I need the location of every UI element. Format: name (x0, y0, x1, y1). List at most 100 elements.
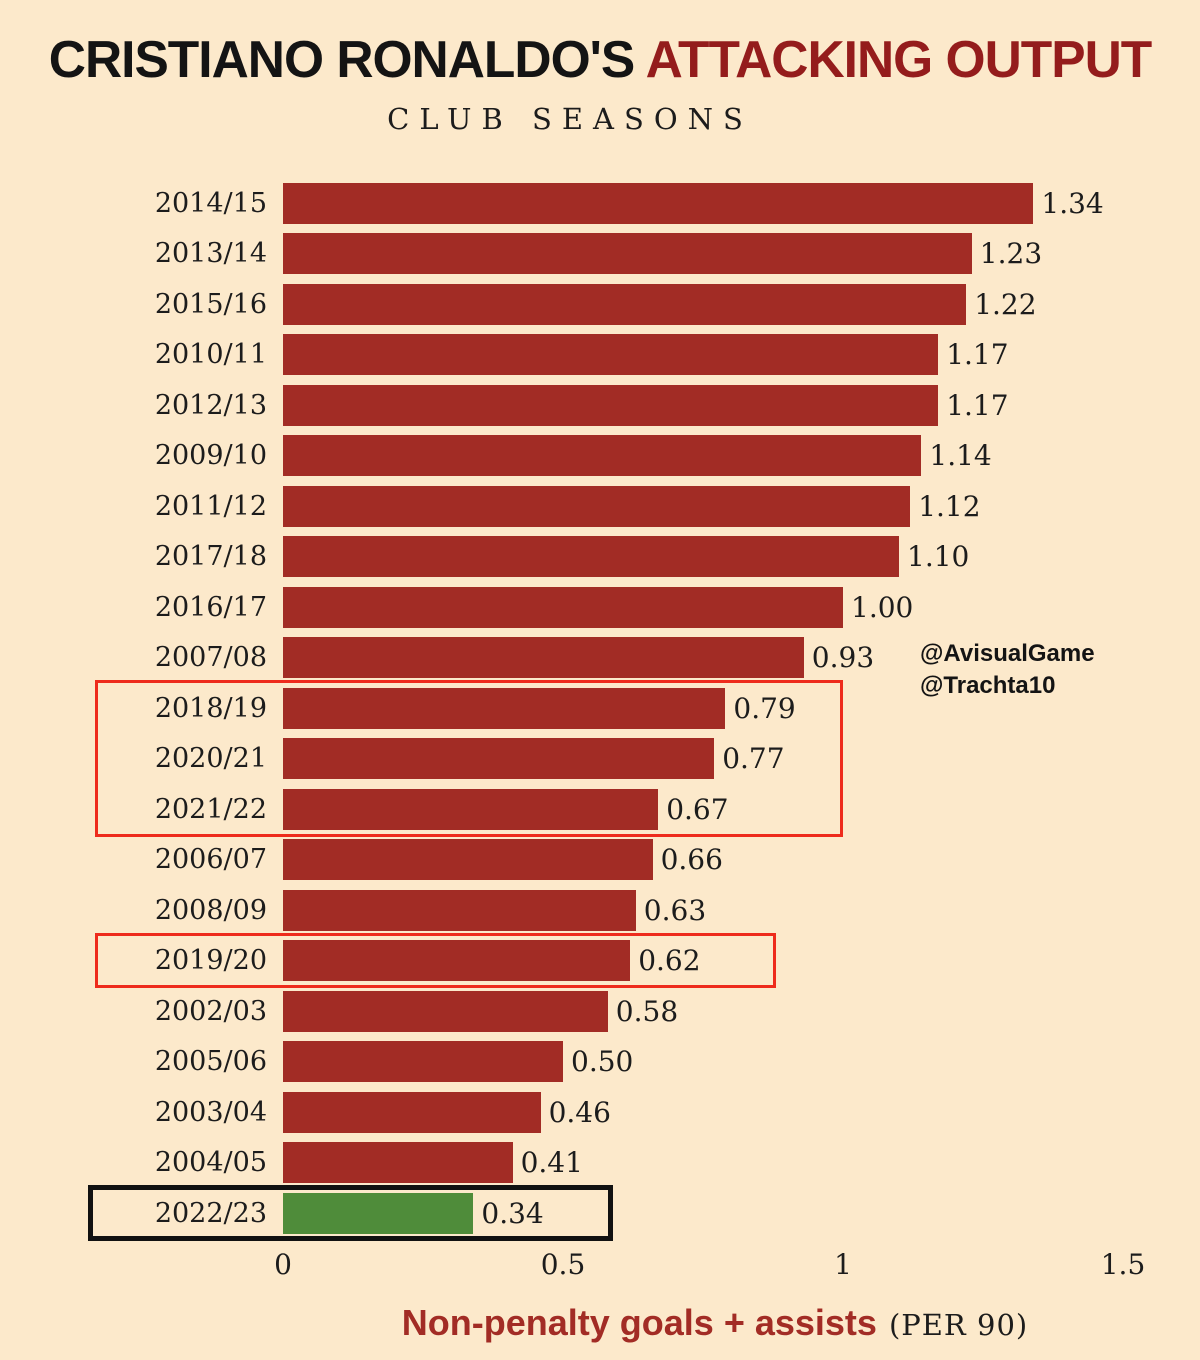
x-axis: 0 0.5 1 1.5 (40, 1248, 1160, 1288)
bar-row: 2005/06 0.50 (40, 1037, 1160, 1088)
season-label: 2009/10 (154, 440, 267, 472)
bar-2017-18 (283, 536, 899, 578)
bar-row: 2019/20 0.62 (40, 936, 1160, 987)
value-label: 0.67 (666, 792, 729, 826)
bar-2021-22 (283, 788, 659, 830)
bar-row: 2006/07 0.66 (40, 835, 1160, 886)
value-label: 1.10 (907, 540, 970, 574)
season-label: 2019/20 (154, 945, 267, 977)
chart-title-accent: ATTACKING OUTPUT (645, 31, 1153, 89)
bar-2019-20 (283, 940, 631, 982)
watermark-line-1: @AvisualGame (920, 640, 1095, 667)
bar-area: 1.10 (283, 532, 1160, 583)
value-label: 1.17 (946, 388, 1009, 422)
value-label: 0.93 (811, 641, 875, 675)
value-label: 0.77 (722, 742, 785, 776)
bar-area: 1.23 (283, 229, 1160, 280)
bar-area: 1.17 (283, 330, 1160, 381)
value-label: 0.66 (660, 843, 723, 877)
season-label: 2020/21 (154, 743, 267, 775)
x-axis-label-main: Non-penalty goals + assists (401, 1302, 877, 1343)
bar-row: 2020/21 0.77 (40, 734, 1160, 785)
value-label: 0.46 (548, 1095, 611, 1129)
season-label: 2010/11 (154, 339, 267, 371)
value-label: 0.58 (615, 994, 679, 1028)
bar-area: 0.77 (283, 734, 1160, 785)
season-label: 2003/04 (154, 1096, 267, 1128)
season-label: 2014/15 (154, 187, 267, 219)
watermark: @AvisualGame @Trachta10 (920, 638, 1095, 703)
bar-row: 2013/14 1.23 (40, 229, 1160, 280)
bar-2008-09 (283, 889, 636, 931)
bar-2022-23 (283, 1192, 474, 1234)
value-label: 0.63 (643, 893, 707, 927)
bar-2010-11 (283, 334, 939, 376)
chart-title: CRISTIANO RONALDO'S ATTACKING OUTPUT (6, 30, 1194, 90)
bar-row: 2018/19 0.79 (40, 683, 1160, 734)
bar-row: 2014/15 1.34 (40, 178, 1160, 229)
bar-2016-17 (283, 586, 843, 628)
bar-2004-05 (283, 1142, 513, 1184)
bar-2005-06 (283, 1041, 563, 1083)
x-axis-label: Non-penalty goals + assists (PER 90) (115, 1302, 1200, 1344)
bar-area: 0.58 (283, 986, 1160, 1037)
value-label: 0.50 (571, 1045, 634, 1079)
season-label: 2008/09 (154, 894, 267, 926)
bar-row: 2011/12 1.12 (40, 481, 1160, 532)
value-label: 1.14 (929, 439, 992, 473)
bar-area: 0.41 (283, 1138, 1160, 1189)
bar-row: 2017/18 1.10 (40, 532, 1160, 583)
bar-2012-13 (283, 384, 939, 426)
value-label: 1.23 (979, 237, 1043, 271)
bar-2014-15 (283, 182, 1034, 224)
value-label: 0.79 (733, 691, 796, 725)
value-label: 1.17 (946, 338, 1009, 372)
x-axis-label-suffix: (PER 90) (888, 1308, 1029, 1342)
bar-2020-21 (283, 738, 715, 780)
bar-row: 2021/22 0.67 (40, 784, 1160, 835)
bar-row: 2022/23 0.34 (40, 1188, 1160, 1239)
bar-row: 2009/10 1.14 (40, 431, 1160, 482)
bar-2015-16 (283, 283, 967, 325)
value-label: 1.22 (974, 287, 1037, 321)
value-label: 1.00 (851, 590, 914, 624)
bar-area: 0.67 (283, 784, 1160, 835)
bar-row: 2015/16 1.22 (40, 279, 1160, 330)
season-label: 2012/13 (154, 389, 267, 421)
bar-area: 1.14 (283, 431, 1160, 482)
bar-area: 0.66 (283, 835, 1160, 886)
bar-area: 0.79 (283, 683, 1160, 734)
value-label: 0.41 (520, 1146, 583, 1180)
x-tick-1.5: 1.5 (1100, 1248, 1146, 1281)
bar-2007-08 (283, 637, 804, 679)
season-label: 2002/03 (154, 995, 267, 1027)
watermark-line-2: @Trachta10 (920, 672, 1056, 700)
bar-row: 2010/11 1.17 (40, 330, 1160, 381)
value-label: 1.34 (1041, 186, 1104, 220)
season-label: 2016/17 (154, 591, 267, 623)
bar-row: 2002/03 0.58 (40, 986, 1160, 1037)
bar-area: 0.34 (283, 1188, 1160, 1239)
bar-area: 0.62 (283, 936, 1160, 987)
bar-area: 0.93 (283, 633, 1160, 684)
bar-area: 1.17 (283, 380, 1160, 431)
bar-2011-12 (283, 485, 911, 527)
season-label: 2004/05 (154, 1147, 267, 1179)
value-label: 0.34 (481, 1196, 544, 1230)
season-label: 2018/19 (154, 692, 267, 724)
x-tick-0: 0 (274, 1248, 292, 1281)
season-label: 2021/22 (154, 793, 267, 825)
season-label: 2005/06 (154, 1046, 267, 1078)
x-tick-0.5: 0.5 (540, 1248, 586, 1281)
bar-2013-14 (283, 233, 972, 275)
bar-2006-07 (283, 839, 653, 881)
x-tick-1: 1 (834, 1248, 852, 1281)
value-label: 1.12 (918, 489, 981, 523)
bar-2002-03 (283, 990, 608, 1032)
bar-area: 1.22 (283, 279, 1160, 330)
bar-row: 2016/17 1.00 (40, 582, 1160, 633)
value-label: 0.62 (638, 944, 701, 978)
season-label: 2006/07 (154, 844, 267, 876)
bar-row: 2004/05 0.41 (40, 1138, 1160, 1189)
